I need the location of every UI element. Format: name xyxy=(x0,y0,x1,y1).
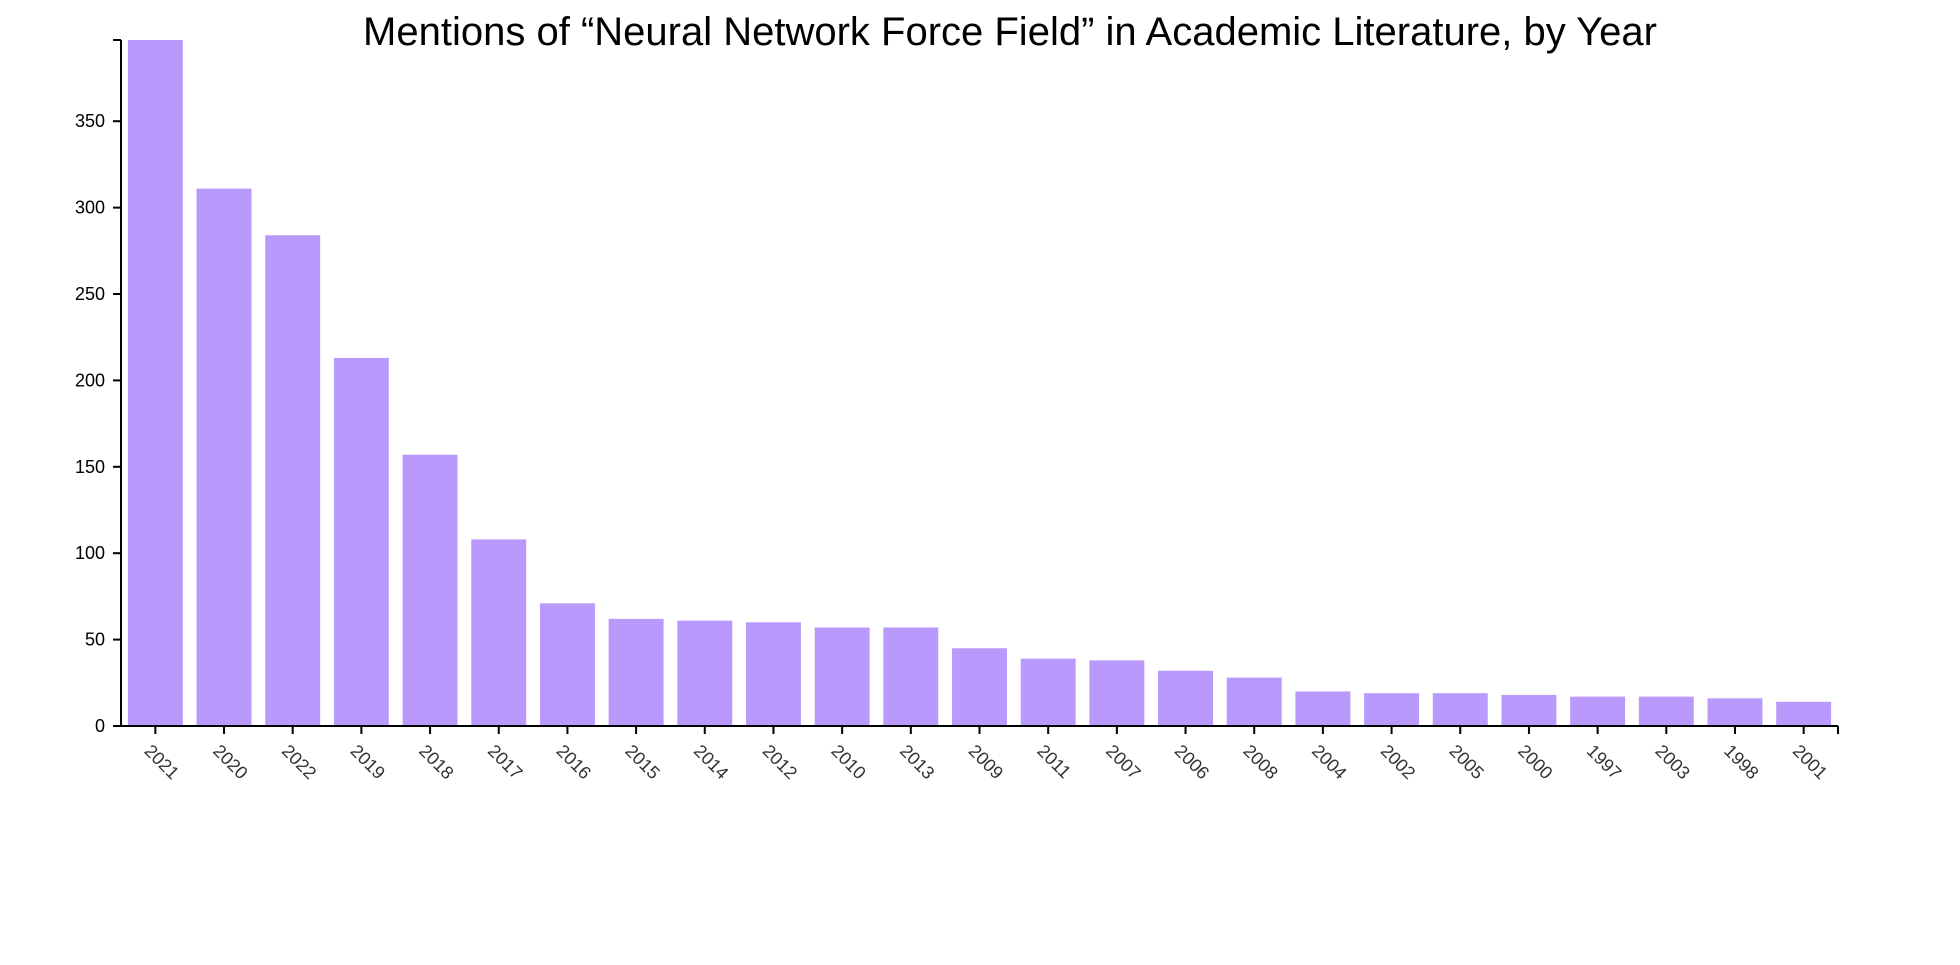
x-tick-label-2008: 2008 xyxy=(1239,741,1281,783)
x-tick-label-2001: 2001 xyxy=(1789,741,1831,783)
bar-2010 xyxy=(814,627,870,726)
x-tick-label-2006: 2006 xyxy=(1171,741,1213,783)
bar-2000 xyxy=(1501,694,1557,726)
x-tick-label-2005: 2005 xyxy=(1445,741,1487,783)
bar-2013 xyxy=(883,627,939,726)
x-tick-label-2013: 2013 xyxy=(896,741,938,783)
y-tick-label-250: 250 xyxy=(75,284,105,304)
x-tick-label-2009: 2009 xyxy=(965,741,1007,783)
y-tick-label-150: 150 xyxy=(75,457,105,477)
x-tick-label-2010: 2010 xyxy=(827,741,869,783)
y-tick-label-50: 50 xyxy=(85,630,105,650)
x-tick-label-2020: 2020 xyxy=(209,741,251,783)
bar-2017 xyxy=(471,539,527,726)
x-tick-label-2014: 2014 xyxy=(690,741,732,783)
bar-2012 xyxy=(745,622,801,726)
x-tick-label-2003: 2003 xyxy=(1651,741,1693,783)
x-tick-label-2016: 2016 xyxy=(553,741,595,783)
bar-2001 xyxy=(1776,701,1832,726)
x-tick-label-2002: 2002 xyxy=(1377,741,1419,783)
x-tick-label-2018: 2018 xyxy=(415,741,457,783)
bar-2005 xyxy=(1432,693,1488,726)
bar-1997 xyxy=(1570,696,1626,726)
bars-group xyxy=(127,40,1832,727)
bar-2002 xyxy=(1364,693,1420,726)
bar-2018 xyxy=(402,454,458,726)
x-tick-label-2015: 2015 xyxy=(621,741,663,783)
x-tick-label-2012: 2012 xyxy=(759,741,801,783)
y-tick-label-0: 0 xyxy=(95,716,105,736)
bar-1998 xyxy=(1707,698,1763,726)
bar-2014 xyxy=(677,620,733,726)
x-tick-label-2011: 2011 xyxy=(1033,741,1075,783)
bar-2011 xyxy=(1020,658,1076,726)
y-tick-label-300: 300 xyxy=(75,198,105,218)
bar-2015 xyxy=(608,618,664,726)
bar-2019 xyxy=(333,357,389,726)
bar-2008 xyxy=(1226,677,1282,726)
x-tick-label-2021: 2021 xyxy=(141,741,183,783)
chart-title: Mentions of “Neural Network Force Field”… xyxy=(363,10,1657,54)
bar-2009 xyxy=(952,648,1007,726)
y-tick-label-350: 350 xyxy=(75,111,105,131)
x-tick-label-1997: 1997 xyxy=(1583,741,1625,783)
bar-2004 xyxy=(1295,691,1351,726)
bar-2007 xyxy=(1089,660,1145,726)
x-tick-label-1998: 1998 xyxy=(1720,741,1762,783)
x-tick-label-2019: 2019 xyxy=(347,741,389,783)
x-tick-label-2022: 2022 xyxy=(278,741,320,783)
y-axis: 0 50 100 150 200 250 300 350 xyxy=(75,39,122,736)
x-axis: 2021 2020 2022 2019 2018 2017 2016 2015 2014 2012… xyxy=(121,725,1839,783)
bar-2016 xyxy=(539,603,595,726)
x-tick-label-2017: 2017 xyxy=(484,741,526,783)
bar-2022 xyxy=(265,235,321,726)
bar-2020 xyxy=(196,188,252,727)
y-tick-label-100: 100 xyxy=(75,543,105,563)
bar-2006 xyxy=(1158,670,1214,726)
x-tick-label-2000: 2000 xyxy=(1514,741,1556,783)
x-tick-label-2007: 2007 xyxy=(1102,741,1144,783)
y-tick-label-200: 200 xyxy=(75,370,105,390)
bar-2021 xyxy=(127,40,183,726)
x-tick-label-2004: 2004 xyxy=(1308,741,1350,783)
bar-2003 xyxy=(1638,696,1694,726)
